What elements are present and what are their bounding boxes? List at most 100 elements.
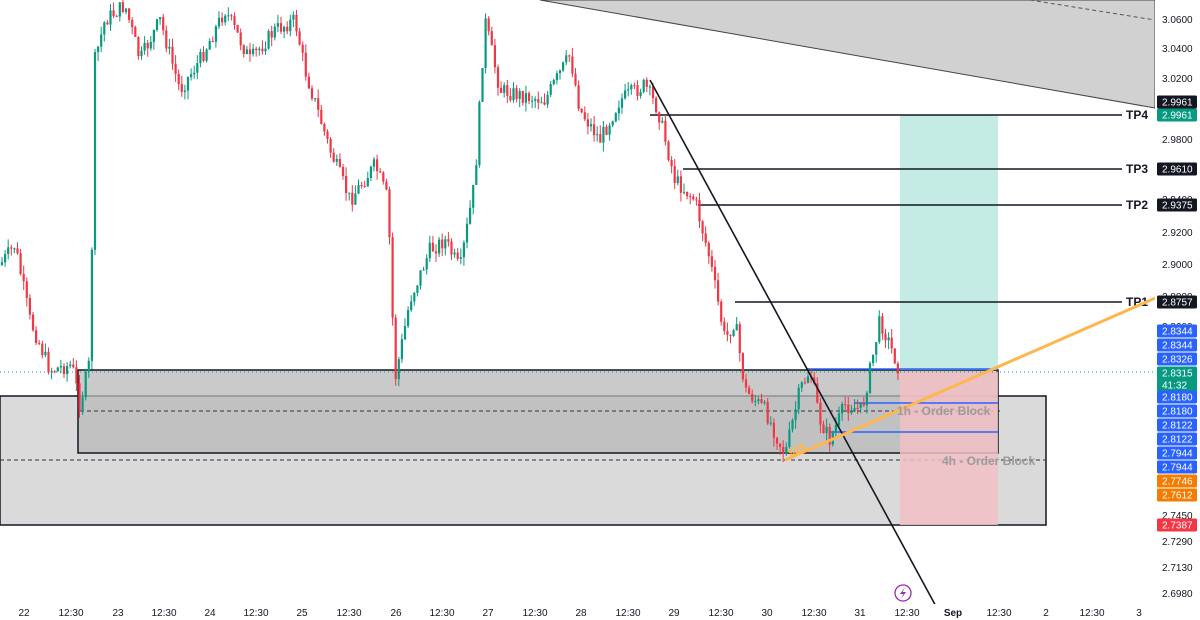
candle-body bbox=[732, 330, 735, 336]
candle-body bbox=[586, 119, 589, 127]
candle-body bbox=[205, 49, 208, 61]
candle-body bbox=[366, 177, 369, 187]
time-tick-label: 12:30 bbox=[58, 608, 83, 619]
candle-body bbox=[803, 382, 806, 384]
price-tick-label: 2.7130 bbox=[1162, 563, 1193, 574]
candle-body bbox=[177, 73, 180, 85]
candle-body bbox=[388, 189, 391, 238]
candle-body bbox=[338, 159, 341, 167]
candle-body bbox=[307, 76, 310, 89]
price-badge-label: 2.9961 bbox=[1162, 111, 1193, 122]
candle-body bbox=[441, 239, 444, 249]
candle-body bbox=[329, 138, 332, 153]
candle-body bbox=[769, 422, 772, 424]
candle-body bbox=[155, 19, 159, 30]
candle-body bbox=[500, 87, 503, 93]
candle-body bbox=[596, 134, 599, 136]
candle-body bbox=[872, 354, 875, 364]
candle-body bbox=[512, 88, 515, 101]
candle-body bbox=[261, 48, 264, 52]
candle-body bbox=[605, 126, 608, 135]
candle-body bbox=[537, 99, 540, 103]
candle-body bbox=[856, 407, 859, 409]
price-badge bbox=[1157, 432, 1197, 446]
price-badge bbox=[1157, 95, 1197, 109]
time-tick-label: 2 bbox=[1043, 608, 1049, 619]
candle-body bbox=[822, 424, 825, 434]
candle-body bbox=[881, 316, 884, 334]
candle-body bbox=[264, 48, 267, 52]
candle-body bbox=[593, 124, 596, 136]
price-badge bbox=[1157, 404, 1197, 418]
price-badge-label: 2.8344 bbox=[1162, 341, 1193, 352]
candle-body bbox=[298, 31, 301, 45]
price-tick-label: 2.6980 bbox=[1162, 589, 1193, 600]
candle-body bbox=[354, 193, 357, 205]
candle-body bbox=[679, 176, 682, 193]
candle-body bbox=[245, 49, 248, 55]
candle-body bbox=[0, 262, 4, 265]
candle-body bbox=[379, 171, 382, 173]
time-tick-label: 3 bbox=[1136, 608, 1142, 619]
price-tick-label: 2.9800 bbox=[1162, 135, 1193, 146]
candle-body bbox=[748, 387, 751, 394]
candle-body bbox=[661, 120, 664, 123]
candle-body bbox=[292, 14, 295, 20]
time-axis[interactable] bbox=[0, 604, 1200, 620]
take-profit-zone[interactable] bbox=[900, 115, 998, 370]
candle-body bbox=[757, 399, 760, 401]
candle-body bbox=[707, 242, 710, 257]
candle-body bbox=[608, 125, 611, 135]
candle-body bbox=[152, 29, 155, 42]
candle-body bbox=[146, 42, 149, 49]
candle-body bbox=[168, 46, 171, 49]
candle-body bbox=[878, 316, 881, 343]
candle-body bbox=[763, 402, 766, 404]
price-tick-label: 3.0200 bbox=[1162, 74, 1193, 85]
candle-body bbox=[462, 242, 465, 258]
candle-body bbox=[363, 185, 366, 187]
candle-body bbox=[35, 330, 38, 344]
candle-body bbox=[301, 44, 304, 53]
candle-body bbox=[326, 131, 329, 139]
price-badge-label: 2.9375 bbox=[1162, 201, 1193, 212]
candle-body bbox=[565, 55, 568, 63]
candle-body bbox=[521, 90, 524, 103]
order-block-4h-label: 4h - Order Block bbox=[942, 454, 1036, 468]
candle-body bbox=[568, 55, 571, 57]
candle-body bbox=[214, 26, 217, 42]
candle-body bbox=[428, 242, 431, 259]
candle-body bbox=[183, 90, 186, 92]
lightning-icon[interactable] bbox=[894, 584, 912, 602]
time-tick-label: 29 bbox=[668, 608, 680, 619]
candle-body bbox=[689, 196, 692, 198]
candle-body bbox=[10, 247, 13, 249]
candle-body bbox=[825, 426, 828, 434]
time-tick-label: 23 bbox=[112, 608, 124, 619]
price-tick-label: 2.9200 bbox=[1162, 228, 1193, 239]
time-axis-ticks: 22 12:30 23 12:30 24 12:30 25 12:30 26 12:30 27 12:… bbox=[18, 608, 1142, 619]
price-tick-label: 2.7450 bbox=[1162, 511, 1193, 522]
candle-body bbox=[391, 237, 394, 318]
candle-body bbox=[800, 382, 803, 388]
candle-body bbox=[410, 301, 413, 311]
time-tick-label: 24 bbox=[204, 608, 216, 619]
descending-trendline[interactable] bbox=[649, 79, 939, 611]
candle-body bbox=[828, 426, 831, 445]
candle-body bbox=[543, 102, 546, 105]
candle-body bbox=[143, 42, 146, 51]
stop-loss-zone[interactable] bbox=[900, 372, 998, 525]
candle-body bbox=[248, 49, 252, 55]
candle-body bbox=[667, 141, 670, 160]
candle-body bbox=[372, 159, 376, 167]
candle-body bbox=[868, 363, 872, 393]
time-tick-label: 12:30 bbox=[336, 608, 361, 619]
candle-body bbox=[22, 273, 25, 282]
candle-body bbox=[75, 367, 78, 384]
candle-body bbox=[236, 25, 239, 33]
candle-body bbox=[450, 241, 453, 255]
support-trendline[interactable] bbox=[784, 294, 1161, 462]
candle-body bbox=[270, 31, 273, 38]
candle-body bbox=[221, 17, 224, 23]
